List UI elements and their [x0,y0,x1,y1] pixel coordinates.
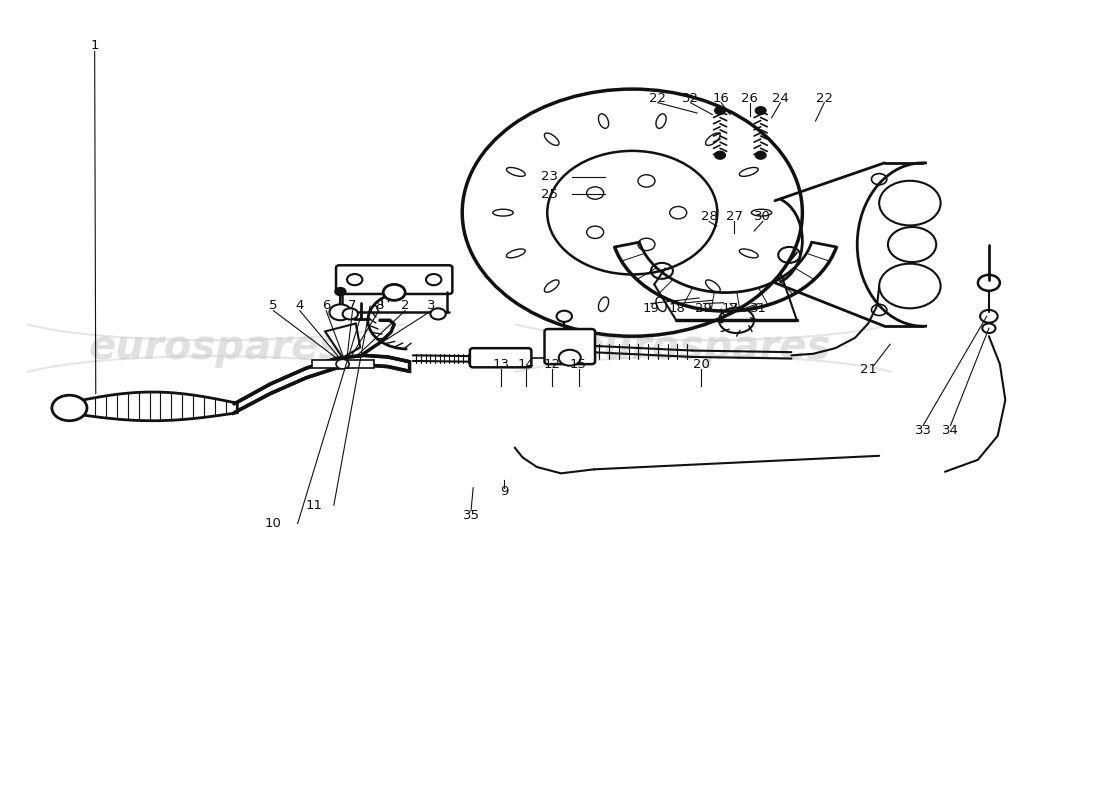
Text: eurospares: eurospares [576,328,830,368]
Circle shape [342,308,358,319]
Polygon shape [326,323,360,358]
FancyBboxPatch shape [336,266,452,294]
Text: 12: 12 [543,358,561,370]
Text: 23: 23 [541,170,559,183]
Text: 14: 14 [517,358,535,370]
Circle shape [430,308,446,319]
Text: 22: 22 [649,92,666,105]
Text: 1: 1 [90,38,99,52]
Text: 29: 29 [695,302,712,315]
Text: 4: 4 [296,299,304,313]
Circle shape [557,310,572,322]
Text: 13: 13 [492,358,509,370]
Text: 30: 30 [755,210,771,223]
Text: 31: 31 [750,302,767,315]
Circle shape [52,395,87,421]
Text: eurospares: eurospares [88,328,342,368]
Text: 7: 7 [349,299,356,313]
Circle shape [715,151,726,159]
Text: 34: 34 [942,424,959,437]
Text: 35: 35 [462,509,480,522]
Text: 19: 19 [642,302,659,315]
Text: 27: 27 [726,210,742,223]
Text: 22: 22 [816,92,833,105]
Text: 11: 11 [306,498,322,512]
Text: 6: 6 [322,299,330,313]
Text: 16: 16 [713,92,729,105]
Text: 2: 2 [400,299,409,313]
Text: 28: 28 [701,210,717,223]
FancyBboxPatch shape [470,348,531,367]
Text: 26: 26 [741,92,758,105]
Text: 17: 17 [722,302,738,315]
Text: 10: 10 [265,517,282,530]
Polygon shape [234,355,409,413]
Text: 15: 15 [570,358,587,370]
Circle shape [715,106,726,114]
Text: 8: 8 [375,299,383,313]
Circle shape [336,359,349,369]
Circle shape [334,287,345,295]
Text: 20: 20 [693,358,710,370]
Text: 24: 24 [772,92,789,105]
Circle shape [559,350,581,366]
Text: 9: 9 [499,485,508,498]
Text: 5: 5 [270,299,277,313]
Circle shape [346,274,362,285]
Polygon shape [312,360,374,368]
Circle shape [330,304,351,320]
Circle shape [756,106,767,114]
Text: 32: 32 [682,92,698,105]
Circle shape [383,285,405,300]
Circle shape [426,274,441,285]
Text: 25: 25 [541,188,559,201]
Text: 18: 18 [669,302,685,315]
Circle shape [756,151,767,159]
FancyBboxPatch shape [544,329,595,364]
Text: 3: 3 [427,299,436,313]
Text: 33: 33 [914,424,932,437]
Text: 21: 21 [860,363,877,376]
Polygon shape [67,392,238,421]
